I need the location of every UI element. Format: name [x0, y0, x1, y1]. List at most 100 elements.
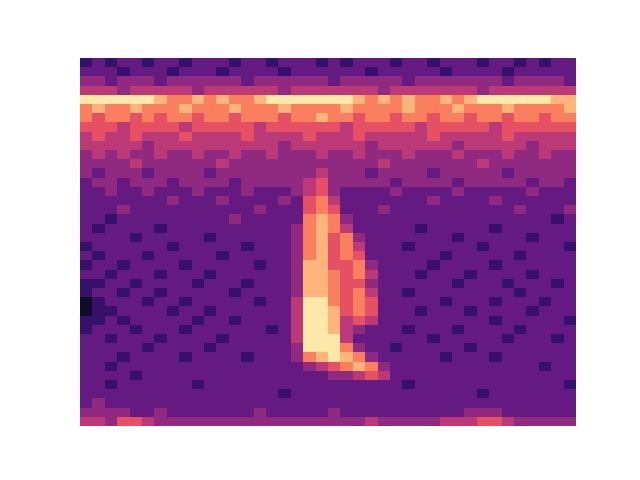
- heatmap-cell: [167, 398, 180, 408]
- heatmap-cell: [241, 242, 254, 252]
- heatmap-cell: [365, 224, 378, 234]
- heatmap-cell: [464, 362, 477, 372]
- heatmap-cell: [192, 389, 205, 399]
- heatmap-cell: [452, 343, 465, 353]
- heatmap-cell: [130, 398, 143, 408]
- heatmap-cell: [266, 214, 279, 224]
- heatmap-cell: [502, 398, 515, 408]
- heatmap-cell: [477, 251, 490, 261]
- heatmap-cell: [204, 132, 217, 142]
- heatmap-cell: [278, 67, 291, 77]
- heatmap-cell: [216, 76, 229, 86]
- heatmap-cell: [427, 214, 440, 224]
- heatmap-cell: [340, 343, 353, 353]
- heatmap-cell: [278, 122, 291, 132]
- heatmap-cell: [266, 334, 279, 344]
- heatmap-cell: [291, 380, 304, 390]
- heatmap-cell: [390, 251, 403, 261]
- heatmap-cell: [291, 141, 304, 151]
- heatmap-cell: [502, 242, 515, 252]
- heatmap-cell: [539, 362, 552, 372]
- heatmap-cell: [216, 178, 229, 188]
- heatmap-cell: [340, 159, 353, 169]
- heatmap-cell: [365, 95, 378, 105]
- heatmap-cell: [229, 76, 242, 86]
- heatmap-cell: [464, 343, 477, 353]
- heatmap-cell: [266, 132, 279, 142]
- heatmap-cell: [564, 58, 576, 68]
- heatmap-cell: [316, 95, 329, 105]
- heatmap-cell: [402, 95, 415, 105]
- heatmap-cell: [365, 251, 378, 261]
- heatmap-cell: [378, 122, 391, 132]
- heatmap-cell: [440, 362, 453, 372]
- heatmap-cell: [105, 178, 118, 188]
- heatmap-cell: [539, 168, 552, 178]
- heatmap-cell: [477, 104, 490, 114]
- heatmap-cell: [192, 325, 205, 335]
- heatmap-cell: [365, 408, 378, 418]
- heatmap-cell: [179, 380, 192, 390]
- heatmap-cell: [130, 362, 143, 372]
- heatmap-cell: [452, 205, 465, 215]
- heatmap-cell: [452, 417, 465, 426]
- heatmap-cell: [402, 288, 415, 298]
- heatmap-cell: [179, 325, 192, 335]
- heatmap-cell: [216, 371, 229, 381]
- heatmap-cell: [526, 214, 539, 224]
- heatmap-cell: [278, 288, 291, 298]
- heatmap-cell: [142, 297, 155, 307]
- heatmap-cell: [92, 104, 105, 114]
- heatmap-cell: [216, 260, 229, 270]
- heatmap-cell: [427, 260, 440, 270]
- heatmap-cell: [378, 316, 391, 326]
- heatmap-cell: [117, 279, 130, 289]
- heatmap-cell: [316, 297, 329, 307]
- heatmap-cell: [179, 279, 192, 289]
- heatmap-cell: [378, 389, 391, 399]
- heatmap-cell: [353, 343, 366, 353]
- heatmap-cell: [105, 76, 118, 86]
- heatmap-cell: [551, 76, 564, 86]
- heatmap-cell: [440, 150, 453, 160]
- heatmap-cell: [241, 76, 254, 86]
- heatmap-cell: [452, 214, 465, 224]
- heatmap-cell: [254, 122, 267, 132]
- heatmap-cell: [154, 325, 167, 335]
- heatmap-cell: [192, 316, 205, 326]
- heatmap-cell: [229, 67, 242, 77]
- heatmap-cell: [502, 113, 515, 123]
- heatmap-cell: [92, 76, 105, 86]
- heatmap-cell: [130, 270, 143, 280]
- heatmap-cell: [142, 389, 155, 399]
- heatmap-cell: [440, 306, 453, 316]
- heatmap-cell: [328, 417, 341, 426]
- heatmap-cell: [316, 362, 329, 372]
- heatmap-cell: [142, 214, 155, 224]
- heatmap-cell: [514, 196, 527, 206]
- heatmap-cell: [130, 141, 143, 151]
- heatmap-cell: [192, 95, 205, 105]
- heatmap-cell: [477, 58, 490, 68]
- heatmap-cell: [266, 205, 279, 215]
- heatmap-cell: [167, 270, 180, 280]
- heatmap-cell: [539, 371, 552, 381]
- heatmap-cell: [266, 150, 279, 160]
- heatmap-cell: [254, 214, 267, 224]
- heatmap-cell: [328, 178, 341, 188]
- heatmap-cell: [117, 214, 130, 224]
- heatmap-cell: [254, 334, 267, 344]
- heatmap-cell: [464, 260, 477, 270]
- heatmap-cell: [464, 325, 477, 335]
- heatmap-cell: [266, 325, 279, 335]
- heatmap-cell: [464, 168, 477, 178]
- heatmap-cell: [390, 132, 403, 142]
- heatmap-cell: [303, 113, 316, 123]
- heatmap-cell: [278, 214, 291, 224]
- heatmap-cell: [154, 104, 167, 114]
- heatmap-cell: [117, 352, 130, 362]
- heatmap-cell: [105, 104, 118, 114]
- heatmap-cell: [291, 122, 304, 132]
- heatmap-cell: [440, 288, 453, 298]
- heatmap-cell: [564, 352, 576, 362]
